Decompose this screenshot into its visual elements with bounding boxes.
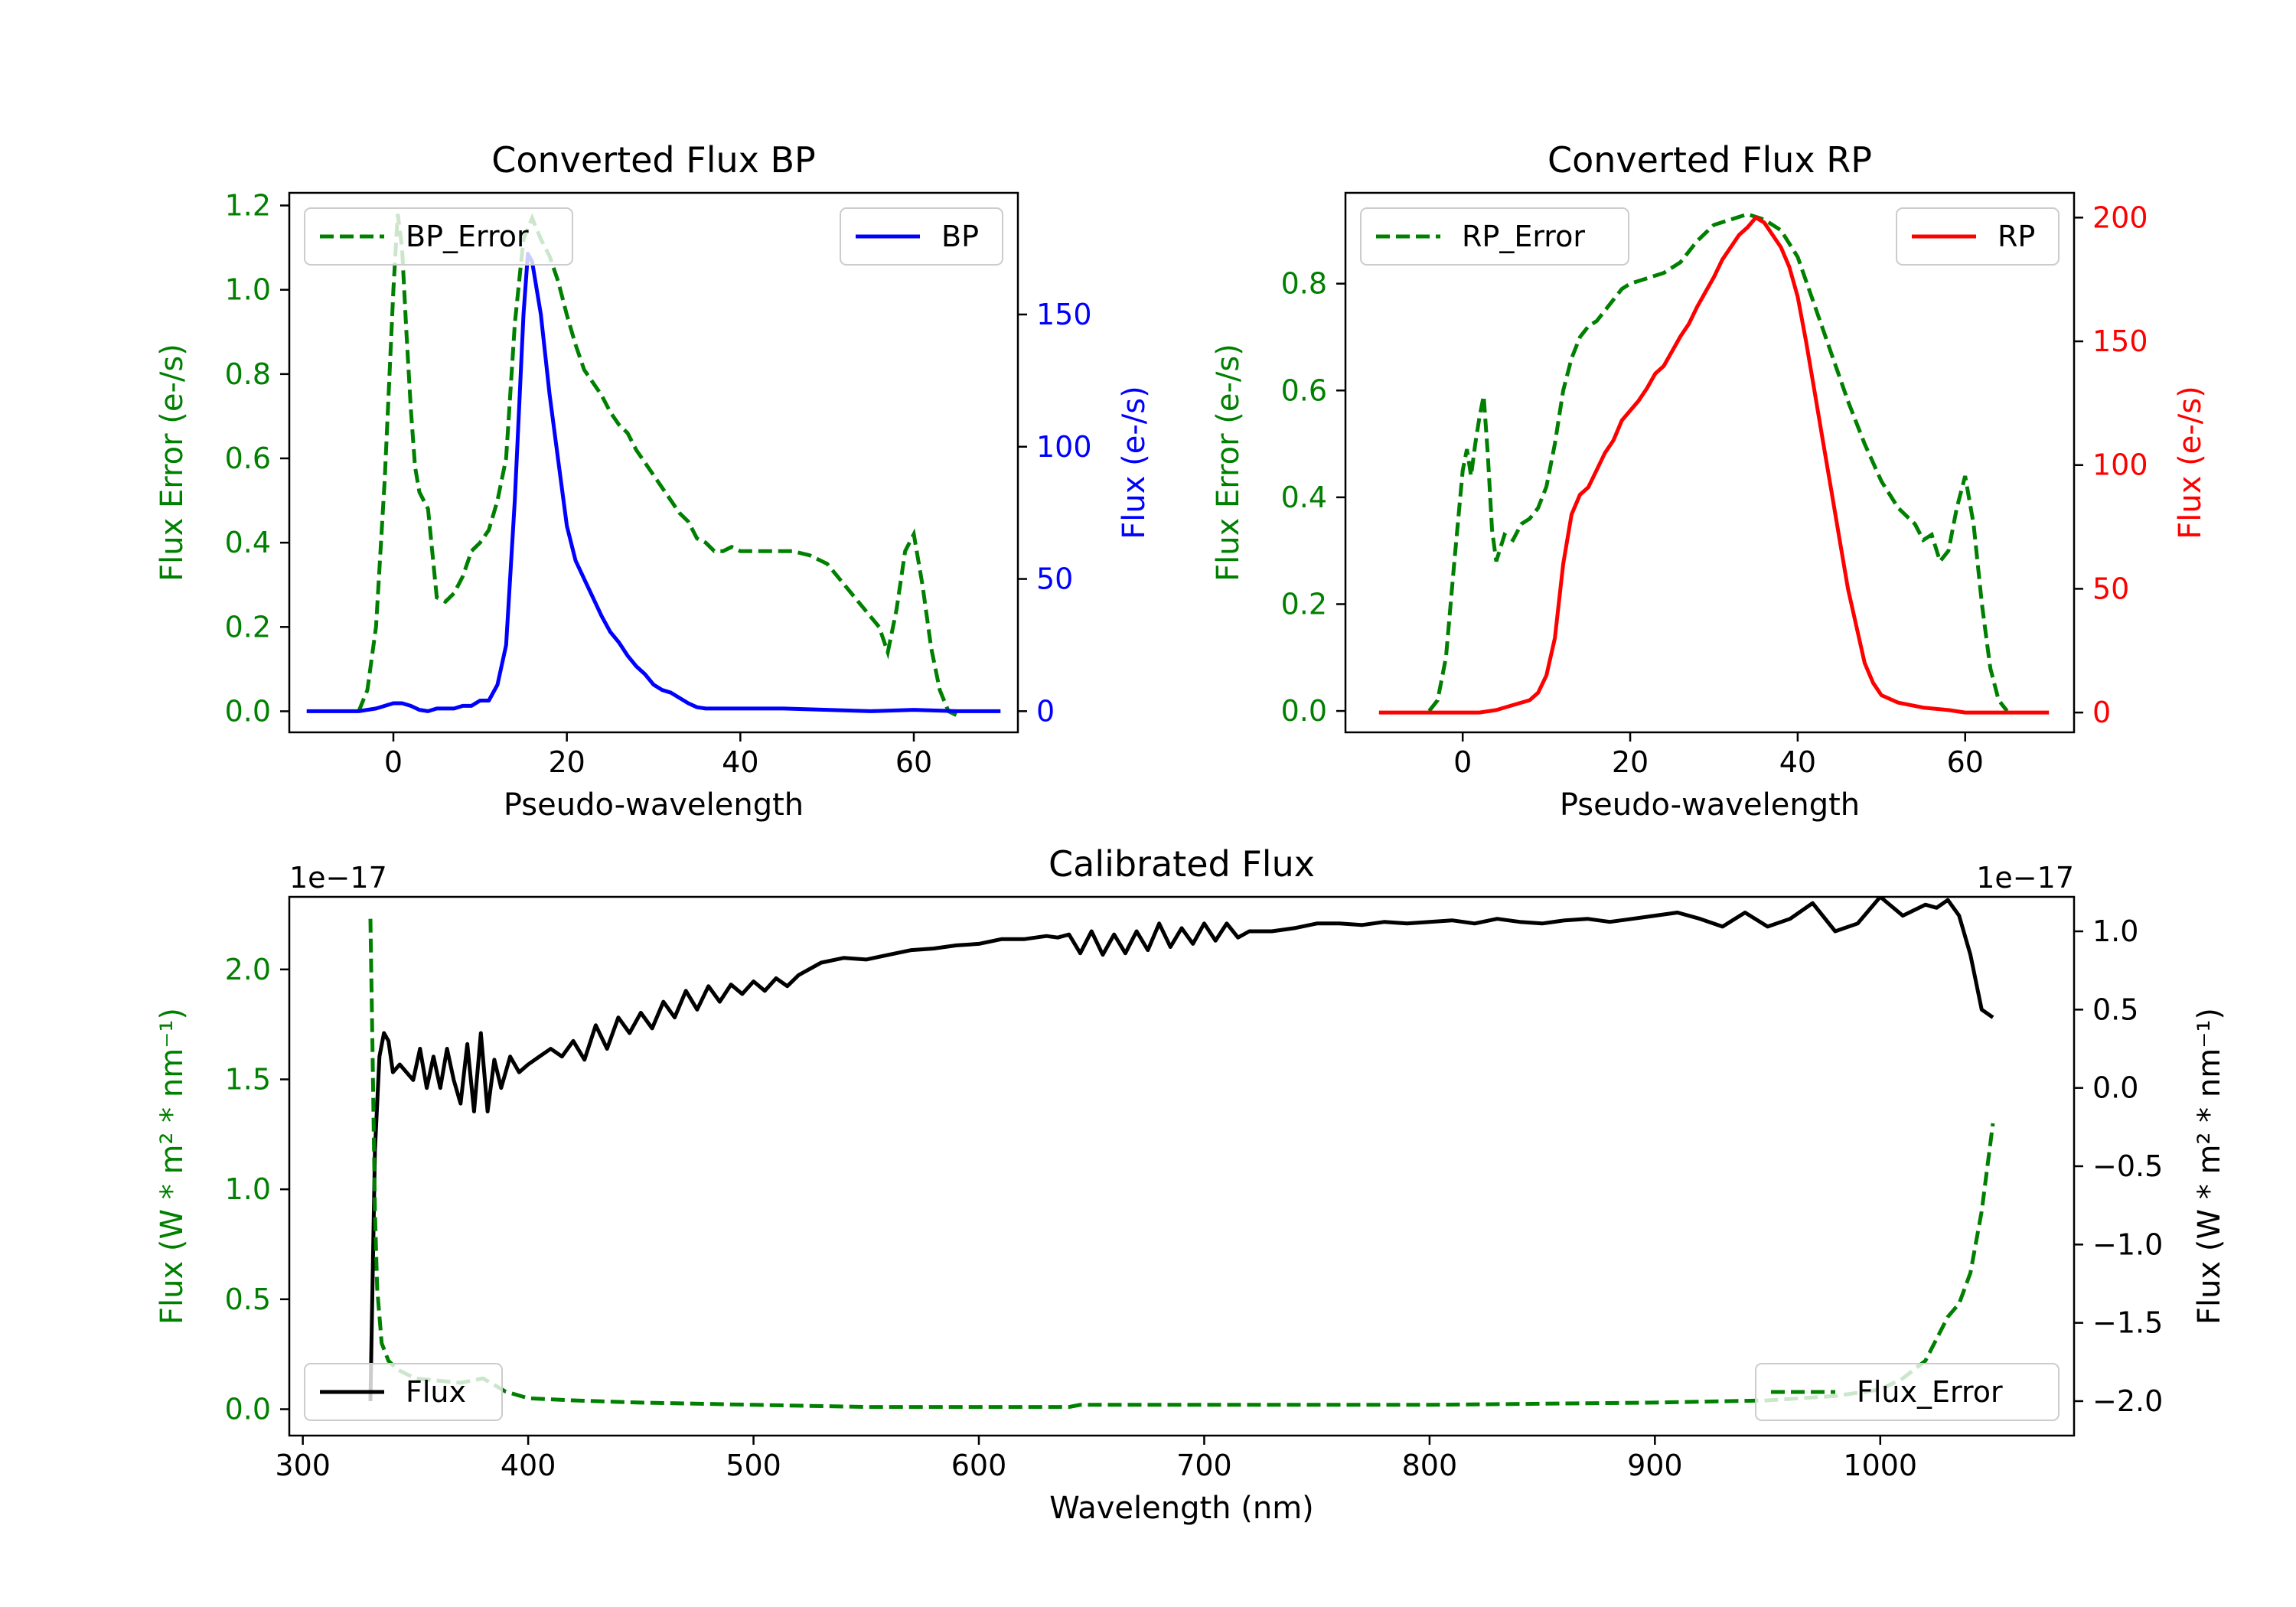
legend-label: BP (941, 220, 979, 253)
x-tick-label: 300 (275, 1449, 331, 1482)
x-tick-label: 500 (726, 1449, 781, 1482)
bp-title: Converted Flux BP (491, 139, 816, 181)
bp-chart: 0 20 40 60 0.0 0.2 0.4 0.6 0.8 1.0 1.2 0 50 100 150 Con… (155, 139, 1152, 823)
rp-title: Converted Flux RP (1548, 139, 1872, 181)
rp-legend-right: RP (1896, 207, 2060, 266)
y-right-tick-label: 0.0 (2092, 1071, 2138, 1105)
y-left-tick-label: 0.4 (1281, 481, 1327, 514)
y-left-tick-label: 0.2 (1281, 587, 1327, 621)
y-left-tick-label: 0.8 (1281, 267, 1327, 301)
y-right-tick-label: 100 (1036, 430, 1092, 464)
offset-right-text: 1e−17 (1976, 861, 2074, 895)
x-tick-label: 400 (501, 1449, 556, 1482)
cal-title: Calibrated Flux (1049, 843, 1315, 885)
y-right-tick-label: −1.0 (2092, 1227, 2163, 1261)
x-tick-label: 0 (1453, 745, 1472, 779)
bp-legend-right: BP (840, 207, 1003, 266)
y-left-tick-label: 0.0 (225, 1393, 271, 1426)
y-left-tick-label: 0.2 (225, 610, 271, 644)
cal-x-axis-label: Wavelength (nm) (1049, 1491, 1314, 1526)
rp-legend-left: RP_Error (1360, 207, 1629, 266)
y-left-tick-label: 2.0 (225, 953, 271, 986)
cal-legend-left: Flux (304, 1363, 503, 1421)
bp-error-series-line (357, 213, 958, 718)
x-tick-label: 60 (895, 745, 932, 779)
x-tick-label: 40 (722, 745, 758, 779)
y-right-tick-label: 100 (2092, 448, 2148, 482)
y-left-tick-label: 1.0 (225, 273, 271, 307)
flux-series-line (368, 897, 1994, 1402)
rp-error-series-line (1427, 212, 2009, 712)
y-right-tick-label: 0 (1036, 694, 1055, 728)
y-right-tick-label: 50 (1036, 562, 1073, 596)
y-left-tick-label: 0.6 (1281, 373, 1327, 407)
y-left-tick-label: 1.5 (225, 1062, 271, 1096)
y-left-tick-label: 0.5 (225, 1283, 271, 1316)
x-tick-label: 700 (1176, 1449, 1232, 1482)
legend-label: Flux (406, 1375, 466, 1409)
y-left-tick-label: 0.8 (225, 357, 271, 391)
rp-chart: 0 20 40 60 0.0 0.2 0.4 0.6 0.8 0 50 100 150 200 Conver… (1211, 139, 2208, 823)
y-right-tick-label: −1.5 (2092, 1306, 2163, 1340)
bp-y-left-axis-label: Flux Error (e-/s) (155, 344, 190, 582)
legend-box (1360, 207, 1629, 266)
legend-box (840, 207, 1003, 266)
rp-x-axis-label: Pseudo-wavelength (1560, 787, 1860, 823)
legend-box (1755, 1363, 2060, 1421)
y-left-tick-label: 1.0 (225, 1172, 271, 1206)
x-tick-label: 1000 (1843, 1449, 1917, 1482)
y-right-tick-label: 150 (2092, 324, 2148, 358)
y-right-tick-label: 0 (2092, 696, 2111, 729)
x-tick-label: 20 (548, 745, 585, 779)
y-left-tick-label: 0.4 (225, 526, 271, 559)
y-right-tick-label: −2.0 (2092, 1384, 2163, 1418)
y-right-tick-label: 50 (2092, 572, 2129, 605)
cal-legend-right: Flux_Error (1755, 1363, 2060, 1421)
rp-flux-series-line (1378, 215, 2050, 715)
x-tick-label: 800 (1402, 1449, 1458, 1482)
bp-legend-left: BP_Error (304, 207, 573, 266)
legend-box (1896, 207, 2060, 266)
rp-y-right-axis-label: Flux (e-/s) (2173, 386, 2208, 539)
rp-y-left-axis-label: Flux Error (e-/s) (1211, 344, 1246, 582)
y-right-tick-label: 0.5 (2092, 993, 2138, 1026)
x-tick-label: 0 (384, 745, 403, 779)
bp-axes-frame (288, 191, 1019, 734)
y-right-tick-label: −0.5 (2092, 1149, 2163, 1183)
bp-flux-series-line (306, 252, 1001, 713)
offset-left-text: 1e−17 (289, 861, 387, 895)
x-tick-label: 600 (951, 1449, 1007, 1482)
y-right-tick-label: 150 (1036, 298, 1092, 331)
y-left-tick-label: 0.0 (225, 694, 271, 728)
cal-y-right-axis-label: Flux (W * m² * nm⁻¹) (2192, 1008, 2227, 1325)
legend-label: BP_Error (406, 220, 529, 253)
rp-axes-frame (1344, 191, 2076, 734)
legend-label: RP (1998, 220, 2035, 253)
y-left-tick-label: 0.0 (1281, 694, 1327, 728)
legend-label: Flux_Error (1857, 1375, 2003, 1409)
x-tick-label: 20 (1612, 745, 1649, 779)
y-right-tick-label: 200 (2092, 200, 2148, 234)
legend-box (304, 207, 573, 266)
y-right-tick-label: 1.0 (2092, 914, 2138, 948)
x-tick-label: 40 (1779, 745, 1816, 779)
bp-x-axis-label: Pseudo-wavelength (504, 787, 804, 823)
legend-box (304, 1363, 503, 1421)
calibrated-chart: 300 400 500 600 700 800 900 1000 0.0 0.5 1.0 1.5 2.0… (155, 843, 2227, 1526)
y-left-tick-label: 1.2 (225, 189, 271, 223)
y-left-tick-label: 0.6 (225, 442, 271, 475)
x-tick-label: 900 (1627, 1449, 1683, 1482)
bp-y-right-axis-label: Flux (e-/s) (1117, 386, 1152, 539)
cal-y-left-axis-label: Flux (W * m² * nm⁻¹) (155, 1008, 190, 1325)
legend-label: RP_Error (1462, 220, 1585, 253)
x-tick-label: 60 (1947, 745, 1984, 779)
